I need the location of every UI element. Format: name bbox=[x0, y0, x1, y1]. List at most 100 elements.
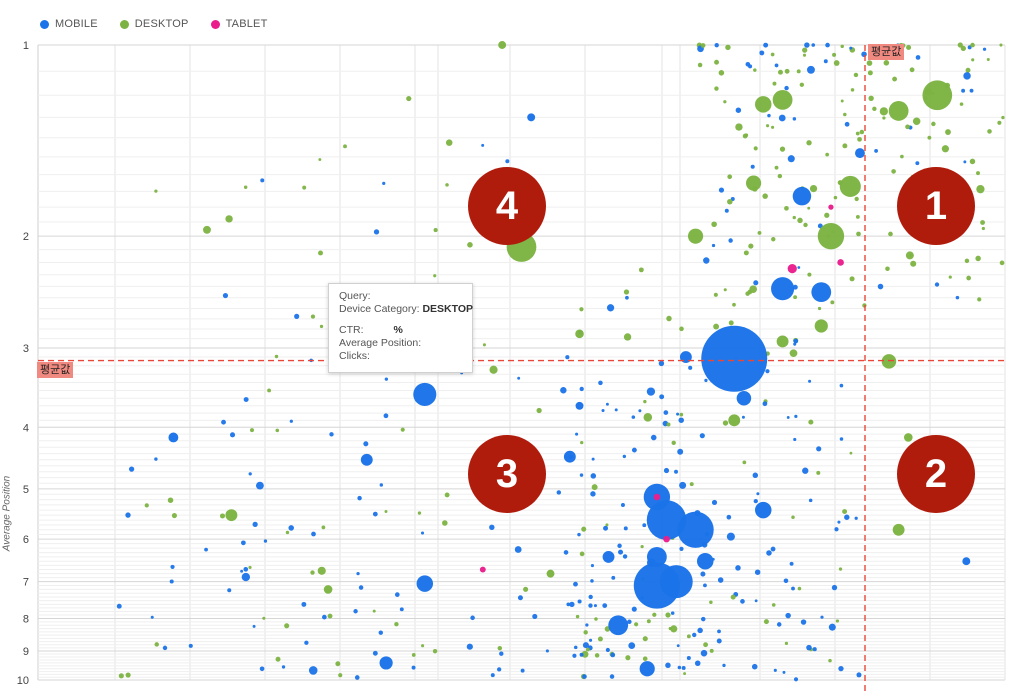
scatter-point-minor bbox=[961, 88, 966, 93]
scatter-point-minor bbox=[505, 159, 510, 164]
scatter-point-minor bbox=[823, 59, 828, 64]
scatter-point-minor bbox=[717, 629, 721, 634]
scatter-point-minor bbox=[756, 492, 760, 496]
scatter-point-minor bbox=[677, 665, 682, 670]
scatter-point-minor bbox=[665, 662, 671, 669]
scatter-point-minor bbox=[728, 320, 734, 326]
scatter-point-minor bbox=[128, 466, 135, 472]
scatter-point-minor bbox=[400, 427, 405, 432]
scatter-point-minor bbox=[808, 419, 814, 425]
scatter-point-minor bbox=[714, 59, 719, 65]
scatter-point-minor bbox=[248, 565, 252, 570]
scatter-point-minor bbox=[329, 432, 334, 437]
tooltip-avg-position: Average Position: bbox=[339, 337, 422, 349]
scatter-point-minor bbox=[849, 46, 853, 50]
scatter-point-minor bbox=[580, 440, 584, 445]
scatter-point-minor bbox=[125, 512, 131, 518]
scatter-point-minor bbox=[150, 615, 154, 619]
scatter-point-minor bbox=[957, 42, 963, 48]
scatter-point-minor bbox=[955, 295, 960, 300]
scatter-point-minor bbox=[927, 135, 932, 140]
scatter-point-minor bbox=[579, 473, 584, 477]
scatter-point-minor bbox=[573, 645, 578, 650]
scatter-point-minor bbox=[577, 532, 581, 537]
scatter-point-minor bbox=[470, 615, 475, 621]
scatter-point-minor bbox=[308, 666, 318, 675]
scatter-point-minor bbox=[625, 295, 629, 300]
scatter-point-minor bbox=[304, 640, 309, 645]
scatter-point-minor bbox=[420, 531, 425, 535]
scatter-point-minor bbox=[806, 644, 812, 651]
scatter-point-mobile bbox=[563, 450, 576, 463]
scatter-point-minor bbox=[773, 668, 777, 672]
scatter-point-minor bbox=[665, 612, 671, 618]
scatter-point-minor bbox=[912, 117, 921, 126]
scatter-point-minor bbox=[839, 437, 844, 441]
scatter-point-minor bbox=[666, 315, 672, 322]
scatter-point-minor bbox=[671, 440, 676, 446]
scatter-point-minor bbox=[609, 674, 615, 679]
scatter-point-minor bbox=[154, 189, 158, 193]
scatter-point-minor bbox=[986, 58, 990, 62]
scatter-point-minor bbox=[631, 606, 637, 612]
scatter-point-minor bbox=[868, 95, 874, 101]
scatter-point-minor bbox=[310, 314, 316, 319]
scatter-point-minor bbox=[735, 107, 742, 113]
scatter-point-minor bbox=[363, 441, 369, 447]
legend-item-mobile[interactable]: MOBILE bbox=[40, 18, 98, 30]
legend: MOBILE DESKTOP TABLET bbox=[40, 18, 268, 30]
scatter-point-minor bbox=[517, 595, 523, 601]
scatter-point-minor bbox=[318, 250, 323, 256]
scatter-point-minor bbox=[1001, 115, 1005, 120]
scatter-point-minor bbox=[382, 181, 386, 186]
scatter-point-minor bbox=[789, 561, 794, 566]
scatter-point-minor bbox=[709, 600, 713, 604]
scatter-point-minor bbox=[499, 651, 504, 656]
y-tick-label: 4 bbox=[23, 422, 29, 434]
scatter-point-minor bbox=[797, 217, 803, 224]
scatter-point-minor bbox=[379, 483, 384, 487]
scatter-point-minor bbox=[987, 129, 992, 134]
scatter-point-minor bbox=[969, 158, 976, 165]
scatter-point-minor bbox=[579, 307, 584, 312]
scatter-point-minor bbox=[789, 349, 798, 358]
scatter-point-minor bbox=[877, 283, 884, 290]
scatter-point-mobile bbox=[696, 552, 714, 570]
y-axis-ticks: 1 2 3 4 5 6 7 8 9 10 bbox=[17, 40, 29, 687]
scatter-point-minor bbox=[631, 415, 636, 419]
scatter-point-tablet bbox=[653, 493, 661, 501]
scatter-point-minor bbox=[799, 82, 805, 87]
scatter-point-minor bbox=[743, 250, 749, 256]
scatter-point-minor bbox=[785, 612, 791, 619]
scatter-point-minor bbox=[714, 86, 719, 91]
scatter-point-mobile bbox=[413, 382, 437, 406]
scatter-point-minor bbox=[885, 266, 890, 272]
scatter-point-minor bbox=[820, 615, 824, 619]
scatter-point-minor bbox=[800, 619, 807, 625]
scatter-point-minor bbox=[753, 280, 759, 286]
scatter-point-minor bbox=[394, 622, 399, 627]
scatter-point-minor bbox=[356, 572, 360, 576]
scatter-point-minor bbox=[219, 513, 226, 519]
scatter-point-mobile bbox=[639, 661, 655, 677]
scatter-point-minor bbox=[879, 107, 888, 116]
scatter-point-minor bbox=[767, 113, 771, 118]
tooltip-device-label: Device Category: bbox=[339, 303, 420, 315]
scatter-point-minor bbox=[837, 520, 841, 524]
scatter-point-minor bbox=[301, 601, 307, 607]
tooltip-clicks: Clicks: bbox=[339, 350, 370, 362]
scatter-point-minor bbox=[915, 161, 920, 166]
scatter-point-minor bbox=[243, 185, 248, 189]
scatter-point-minor bbox=[204, 547, 208, 552]
legend-item-desktop[interactable]: DESKTOP bbox=[119, 18, 189, 30]
y-tick-label: 9 bbox=[23, 646, 29, 658]
scatter-point-minor bbox=[581, 650, 589, 658]
scatter-point-desktop bbox=[776, 335, 789, 348]
scatter-point-minor bbox=[797, 586, 802, 591]
legend-item-tablet[interactable]: TABLET bbox=[210, 18, 268, 30]
scatter-point-minor bbox=[318, 158, 322, 162]
scatter-point-minor bbox=[735, 565, 741, 571]
scatter-point-minor bbox=[804, 42, 810, 48]
scatter-point-desktop bbox=[687, 228, 704, 244]
scatter-point-minor bbox=[997, 120, 1002, 125]
